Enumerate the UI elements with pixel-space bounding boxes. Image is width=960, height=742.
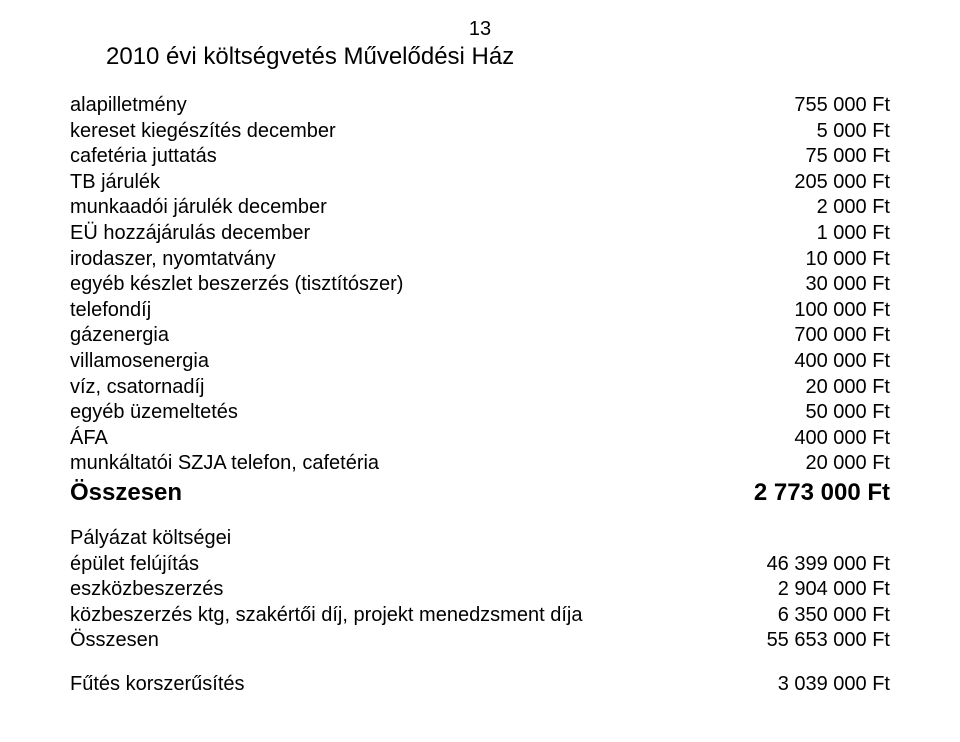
main-total-label: Összesen [70,477,690,508]
budget-row: cafetéria juttatás75 000 Ft [70,144,890,170]
palyazat-value: 2 904 000 Ft [710,577,890,603]
palyazat-value: 55 653 000 Ft [710,628,890,654]
budget-row: villamosenergia400 000 Ft [70,349,890,375]
budget-value: 20 000 Ft [710,375,890,401]
budget-row: ÁFA400 000 Ft [70,426,890,452]
document-title: 2010 évi költségvetés Művelődési Ház [106,43,890,71]
budget-value: 1 000 Ft [710,221,890,247]
budget-row: egyéb készlet beszerzés (tisztítószer)30… [70,272,890,298]
budget-label: munkáltatói SZJA telefon, cafetéria [70,451,710,477]
futes-label: Fűtés korszerűsítés [70,672,710,698]
budget-row: EÜ hozzájárulás december1 000 Ft [70,221,890,247]
budget-row: telefondíj100 000 Ft [70,298,890,324]
spacer [70,508,890,526]
page: 13 2010 évi költségvetés Művelődési Ház … [0,0,960,742]
budget-value: 400 000 Ft [710,349,890,375]
budget-value: 2 000 Ft [710,195,890,221]
budget-label: egyéb üzemeltetés [70,400,710,426]
budget-value: 10 000 Ft [710,247,890,273]
main-total-value: 2 773 000 Ft [690,477,890,508]
budget-value: 5 000 Ft [710,119,890,145]
palyazat-heading: Pályázat költségei [70,526,890,552]
palyazat-label: eszközbeszerzés [70,577,710,603]
budget-row: TB járulék205 000 Ft [70,170,890,196]
budget-label: irodaszer, nyomtatvány [70,247,710,273]
palyazat-row: eszközbeszerzés2 904 000 Ft [70,577,890,603]
budget-label: munkaadói járulék december [70,195,710,221]
budget-value: 100 000 Ft [710,298,890,324]
futes-section: Fűtés korszerűsítés3 039 000 Ft [70,672,890,698]
budget-row: alapilletmény755 000 Ft [70,93,890,119]
budget-value: 700 000 Ft [710,323,890,349]
futes-value: 3 039 000 Ft [710,672,890,698]
budget-value: 400 000 Ft [710,426,890,452]
palyazat-row: közbeszerzés ktg, szakértői díj, projekt… [70,603,890,629]
palyazat-row: épület felújítás46 399 000 Ft [70,552,890,578]
budget-label: ÁFA [70,426,710,452]
budget-row: kereset kiegészítés december5 000 Ft [70,119,890,145]
budget-value: 30 000 Ft [710,272,890,298]
budget-label: villamosenergia [70,349,710,375]
budget-value: 205 000 Ft [710,170,890,196]
main-total-row: Összesen 2 773 000 Ft [70,477,890,508]
budget-label: kereset kiegészítés december [70,119,710,145]
page-number: 13 [70,18,890,41]
palyazat-label: Összesen [70,628,710,654]
budget-row: egyéb üzemeltetés50 000 Ft [70,400,890,426]
palyazat-label: közbeszerzés ktg, szakértői díj, projekt… [70,603,710,629]
budget-row: víz, csatornadíj20 000 Ft [70,375,890,401]
spacer [70,654,890,672]
main-budget-section: alapilletmény755 000 Ftkereset kiegészít… [70,93,890,477]
palyazat-value: 46 399 000 Ft [710,552,890,578]
budget-label: TB járulék [70,170,710,196]
budget-row: munkaadói járulék december2 000 Ft [70,195,890,221]
budget-label: víz, csatornadíj [70,375,710,401]
palyazat-row: Összesen55 653 000 Ft [70,628,890,654]
palyazat-value: 6 350 000 Ft [710,603,890,629]
budget-value: 50 000 Ft [710,400,890,426]
budget-label: telefondíj [70,298,710,324]
budget-value: 75 000 Ft [710,144,890,170]
budget-label: cafetéria juttatás [70,144,710,170]
budget-row: munkáltatói SZJA telefon, cafetéria20 00… [70,451,890,477]
budget-label: EÜ hozzájárulás december [70,221,710,247]
palyazat-section: épület felújítás46 399 000 Fteszközbesze… [70,552,890,654]
budget-row: irodaszer, nyomtatvány10 000 Ft [70,247,890,273]
budget-label: alapilletmény [70,93,710,119]
futes-row: Fűtés korszerűsítés3 039 000 Ft [70,672,890,698]
palyazat-label: épület felújítás [70,552,710,578]
budget-row: gázenergia700 000 Ft [70,323,890,349]
budget-value: 20 000 Ft [710,451,890,477]
budget-value: 755 000 Ft [710,93,890,119]
budget-label: egyéb készlet beszerzés (tisztítószer) [70,272,710,298]
budget-label: gázenergia [70,323,710,349]
